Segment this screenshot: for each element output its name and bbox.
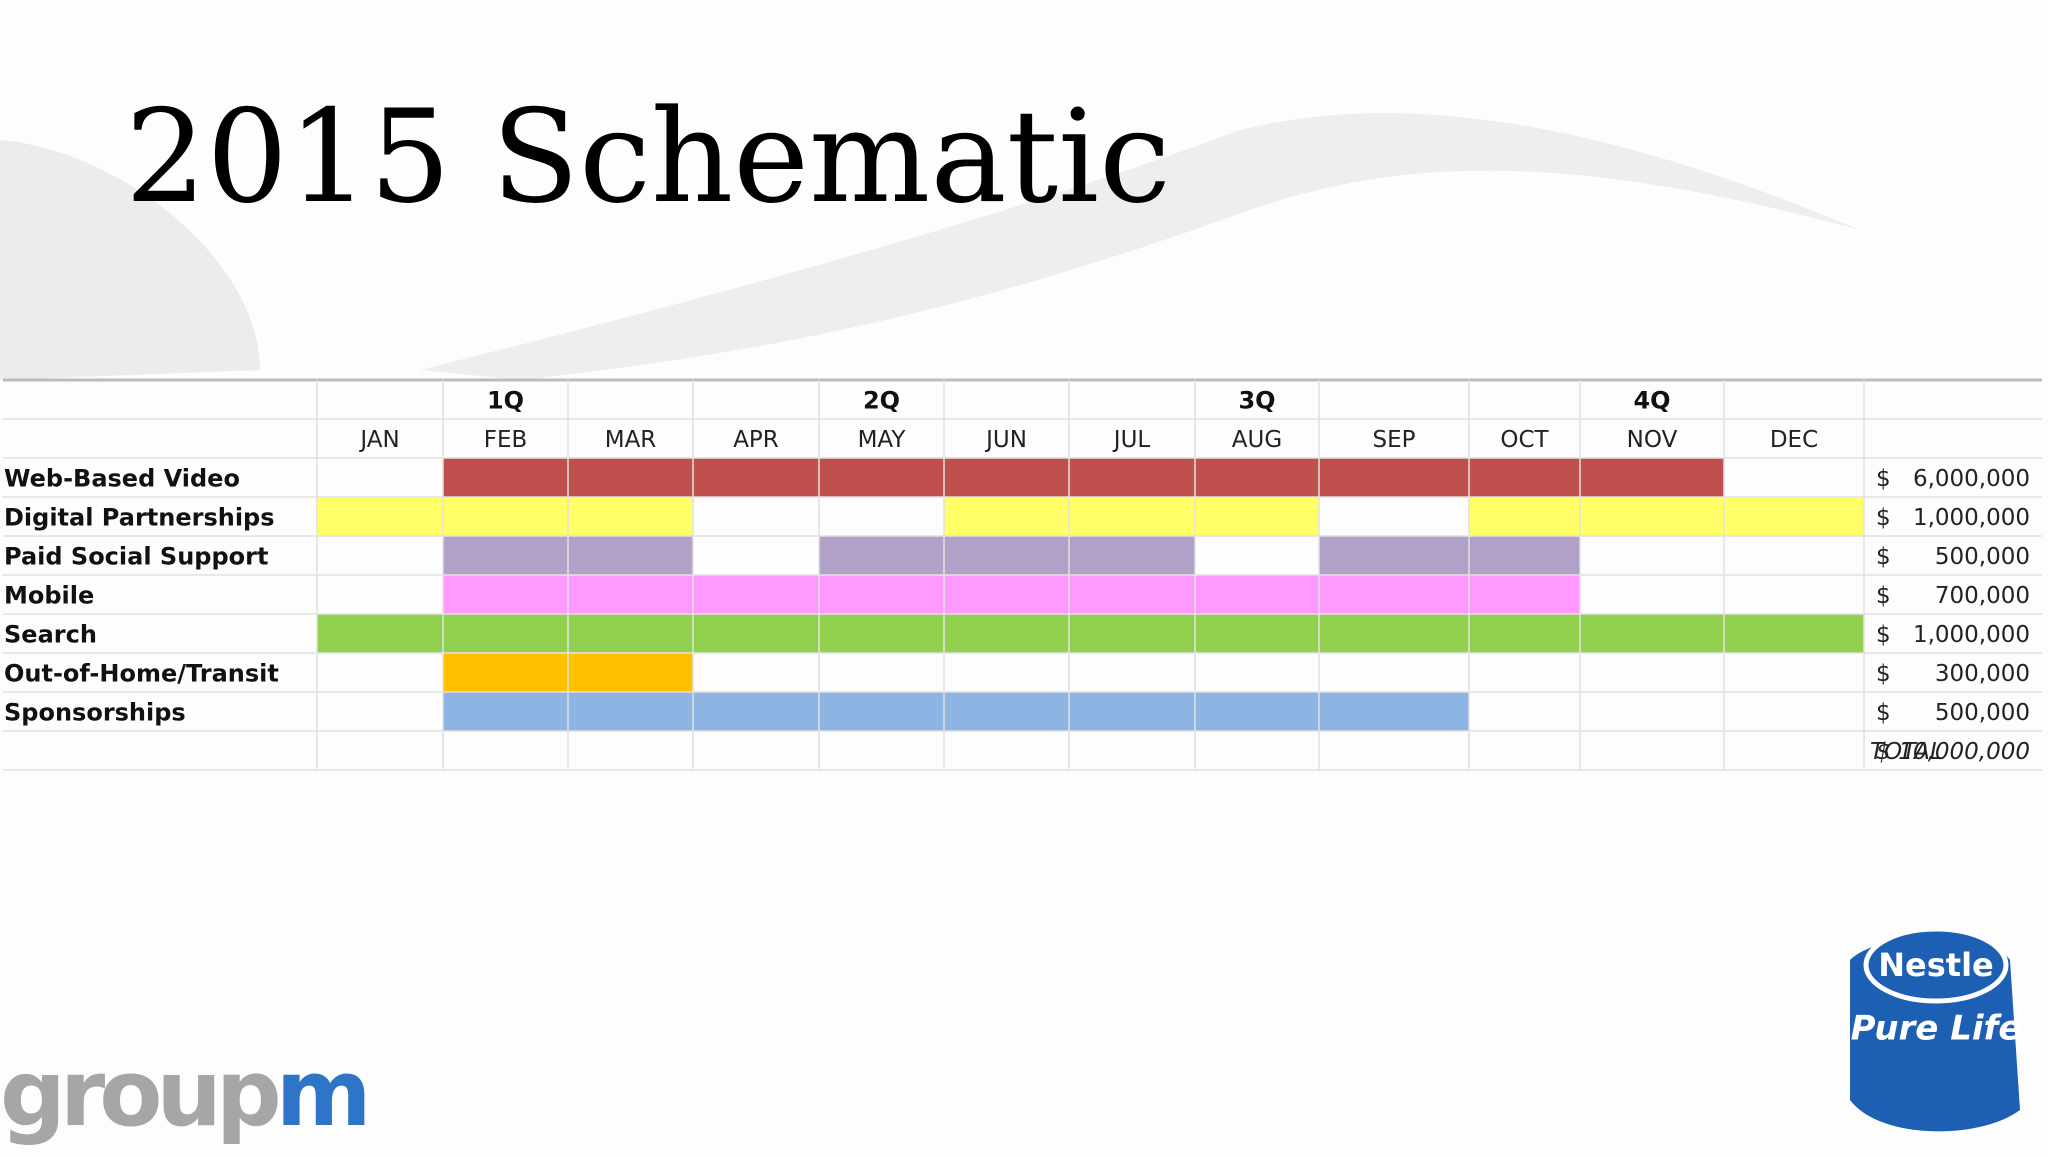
currency: $ <box>1876 544 1891 570</box>
amount: 1,000,000 <box>1913 505 2030 531</box>
bar <box>317 614 1864 653</box>
row-label: Digital Partnerships <box>4 504 275 532</box>
month-label: APR <box>733 427 779 453</box>
amount: 6,000,000 <box>1913 466 2030 492</box>
bar <box>819 536 1195 575</box>
product: Pure Life <box>1851 1009 2022 1049</box>
bar <box>443 458 1724 497</box>
brand: Nestle <box>1878 946 1994 984</box>
total-label: TOTAL <box>1870 739 1943 765</box>
month-label: SEP <box>1372 427 1415 453</box>
title: 2015 Schematic <box>125 83 1171 232</box>
month-label: NOV <box>1627 427 1678 453</box>
amount: 500,000 <box>1935 544 2030 570</box>
currency: $ <box>1876 739 1891 765</box>
decor <box>0 140 260 380</box>
total-amount: 10,000,000 <box>1898 739 2030 765</box>
currency: $ <box>1876 700 1891 726</box>
bar <box>944 497 1319 536</box>
schedule-table: JAN 1Q FEB MAR APR 2Q MAY JUN JUL 3Q AUG SEP OCT 4Q NO… <box>3 378 2042 771</box>
currency: $ <box>1876 661 1891 687</box>
bar <box>443 575 1580 614</box>
month-label: FEB <box>484 427 528 453</box>
bar <box>317 497 693 536</box>
bar <box>443 692 1469 731</box>
quarter-label: 2Q <box>863 387 900 415</box>
quarter-label: 1Q <box>487 387 524 415</box>
amount: 500,000 <box>1935 700 2030 726</box>
month-label: AUG <box>1232 427 1282 453</box>
bar <box>1319 536 1580 575</box>
quarter-label: 4Q <box>1633 387 1670 415</box>
row-label: Out-of-Home/Transit <box>4 660 279 688</box>
logo-part: group <box>0 1040 278 1147</box>
month-label: OCT <box>1500 427 1549 453</box>
row-label: Mobile <box>4 582 94 610</box>
month-label: MAY <box>858 427 907 453</box>
nestle-logo: Nestle Pure Life <box>1850 926 2022 1132</box>
row-label: Web-Based Video <box>4 465 240 493</box>
month-label: MAR <box>605 427 657 453</box>
row-label: Sponsorships <box>4 699 186 727</box>
row-label: Paid Social Support <box>4 543 268 571</box>
amount: 1,000,000 <box>1913 622 2030 648</box>
month-label: DEC <box>1770 427 1818 453</box>
amount: 300,000 <box>1935 661 2030 687</box>
currency: $ <box>1876 466 1891 492</box>
month-label: JUL <box>1112 427 1151 453</box>
logo-part: m <box>276 1040 366 1147</box>
currency: $ <box>1876 505 1891 531</box>
month-label: JAN <box>358 427 399 453</box>
row-label: Search <box>4 621 97 649</box>
quarter-label: 3Q <box>1238 387 1275 415</box>
groupm-logo: groupm <box>0 1040 366 1147</box>
currency: $ <box>1876 622 1891 648</box>
bar <box>1469 497 1864 536</box>
currency: $ <box>1876 583 1891 609</box>
amount: 700,000 <box>1935 583 2030 609</box>
month-label: JUN <box>984 427 1027 453</box>
decor <box>420 113 1860 380</box>
